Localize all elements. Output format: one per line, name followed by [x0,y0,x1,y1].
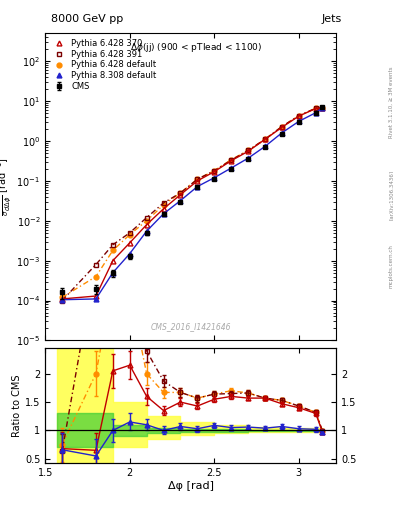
Pythia 8.308 default [178,198,183,204]
Pythia 8.308 default [94,296,98,302]
Pythia 8.308 default [320,104,325,111]
Pythia 6.428 391 [178,190,183,196]
Pythia 6.428 370 [263,136,267,142]
Y-axis label: $\frac{1}{\sigma}\frac{d\sigma}{d\Delta\phi}$ [rad$^{-1}$]: $\frac{1}{\sigma}\frac{d\sigma}{d\Delta\… [0,158,13,216]
Pythia 6.428 370 [60,296,64,302]
Y-axis label: Ratio to CMS: Ratio to CMS [12,374,22,437]
Line: Pythia 6.428 391: Pythia 6.428 391 [60,105,325,303]
Pythia 6.428 391 [161,200,166,206]
Pythia 6.428 default [229,157,233,163]
Pythia 8.308 default [161,210,166,217]
Pythia 6.428 default [178,190,183,196]
Pythia 8.308 default [246,155,250,161]
Pythia 6.428 370 [246,148,250,155]
Pythia 6.428 default [110,247,115,253]
Pythia 6.428 391 [320,104,325,111]
Pythia 6.428 391 [246,147,250,154]
Pythia 6.428 default [313,105,318,111]
Pythia 6.428 default [296,113,301,119]
Pythia 6.428 default [246,147,250,154]
Pythia 6.428 370 [313,105,318,112]
Pythia 6.428 default [195,176,200,182]
Pythia 6.428 default [144,218,149,224]
Pythia 6.428 370 [195,178,200,184]
Pythia 6.428 default [263,136,267,142]
Pythia 6.428 default [161,202,166,208]
Pythia 8.308 default [60,296,64,303]
Pythia 6.428 default [60,294,64,301]
Pythia 6.428 391 [110,242,115,248]
Pythia 6.428 391 [144,215,149,221]
Pythia 6.428 370 [161,206,166,212]
Pythia 6.428 370 [296,113,301,119]
Line: Pythia 8.308 default: Pythia 8.308 default [60,105,325,302]
Pythia 6.428 370 [212,168,217,175]
Pythia 6.428 370 [127,240,132,246]
Text: Rivet 3.1.10, ≥ 3M events: Rivet 3.1.10, ≥ 3M events [389,67,393,138]
Pythia 8.308 default [127,250,132,257]
Pythia 6.428 391 [127,230,132,236]
Pythia 8.308 default [313,110,318,116]
Pythia 6.428 391 [229,157,233,163]
Text: 8000 GeV pp: 8000 GeV pp [51,14,123,25]
Text: mcplots.cern.ch: mcplots.cern.ch [389,244,393,288]
Pythia 8.308 default [279,130,284,136]
Pythia 6.428 391 [60,297,64,304]
Pythia 6.428 391 [212,167,217,174]
Pythia 8.308 default [263,143,267,150]
Pythia 8.308 default [144,228,149,234]
Pythia 6.428 default [127,231,132,238]
Pythia 6.428 default [279,123,284,130]
Pythia 6.428 391 [313,105,318,111]
Pythia 6.428 391 [296,113,301,119]
Pythia 6.428 370 [94,293,98,299]
Line: Pythia 6.428 370: Pythia 6.428 370 [60,105,325,302]
Text: CMS_2016_I1421646: CMS_2016_I1421646 [151,322,231,331]
Pythia 6.428 370 [320,104,325,111]
Pythia 8.308 default [296,118,301,124]
Pythia 6.428 default [94,273,98,280]
Pythia 8.308 default [229,165,233,171]
Pythia 6.428 391 [195,176,200,182]
Pythia 6.428 391 [279,123,284,130]
Pythia 6.428 default [212,167,217,174]
Text: [arXiv:1306.3436]: [arXiv:1306.3436] [389,169,393,220]
Pythia 6.428 370 [110,258,115,264]
Pythia 8.308 default [195,183,200,189]
Pythia 6.428 370 [229,158,233,164]
Pythia 8.308 default [212,175,217,181]
X-axis label: Δφ [rad]: Δφ [rad] [167,481,214,491]
Pythia 6.428 391 [94,262,98,268]
Text: Jets: Jets [321,14,342,25]
Text: $\Delta\phi$(jj) (900 < pTlead < 1100): $\Delta\phi$(jj) (900 < pTlead < 1100) [130,41,263,54]
Legend: Pythia 6.428 370, Pythia 6.428 391, Pythia 6.428 default, Pythia 8.308 default, : Pythia 6.428 370, Pythia 6.428 391, Pyth… [50,37,158,93]
Line: Pythia 6.428 default: Pythia 6.428 default [60,105,325,300]
Pythia 6.428 default [320,104,325,111]
Pythia 6.428 370 [178,191,183,198]
Pythia 6.428 370 [279,124,284,131]
Pythia 8.308 default [110,270,115,276]
Pythia 6.428 391 [263,136,267,142]
Pythia 6.428 370 [144,222,149,228]
